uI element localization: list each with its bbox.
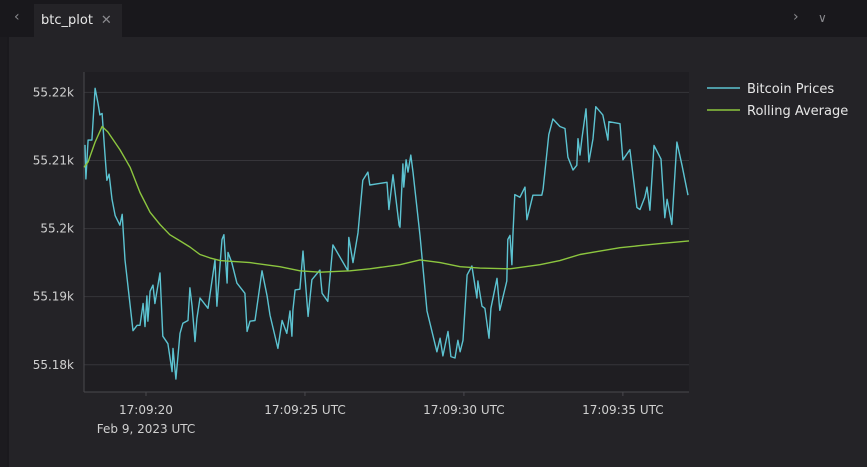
y-tick-label: 55.18k bbox=[33, 358, 74, 372]
y-tick-label: 55.21k bbox=[33, 154, 74, 168]
close-icon[interactable]: ✕ bbox=[100, 13, 112, 28]
plot-area bbox=[84, 72, 689, 392]
y-tick-label: 55.2k bbox=[40, 222, 74, 236]
chevron-right-icon[interactable]: › bbox=[793, 9, 799, 25]
x-tick-sublabel: Feb 9, 2023 UTC bbox=[97, 422, 195, 436]
series-line-rolling-average bbox=[83, 125, 690, 273]
x-tick-label: 17:09:35 UTC bbox=[582, 403, 664, 417]
y-tick-label: 55.22k bbox=[33, 85, 74, 99]
legend-label-bitcoin-prices: Bitcoin Prices bbox=[747, 82, 834, 97]
x-tick-label: 17:09:30 UTC bbox=[423, 403, 505, 417]
y-tick-label: 55.19k bbox=[33, 290, 74, 304]
x-tick-label: 17:09:20 bbox=[119, 403, 173, 417]
series-line-bitcoin-prices bbox=[84, 87, 689, 380]
chevron-down-icon[interactable]: ∨ bbox=[818, 11, 827, 25]
tab-label: btc_plot bbox=[41, 13, 93, 28]
tab-bar: ‹ btc_plot ✕ › ∨ bbox=[0, 0, 867, 37]
tab-btc-plot[interactable]: btc_plot ✕ bbox=[34, 4, 122, 37]
x-tick-label: 17:09:25 UTC bbox=[264, 403, 346, 417]
legend-label-rolling-average: Rolling Average bbox=[747, 104, 848, 119]
chevron-left-icon[interactable]: ‹ bbox=[14, 9, 20, 25]
